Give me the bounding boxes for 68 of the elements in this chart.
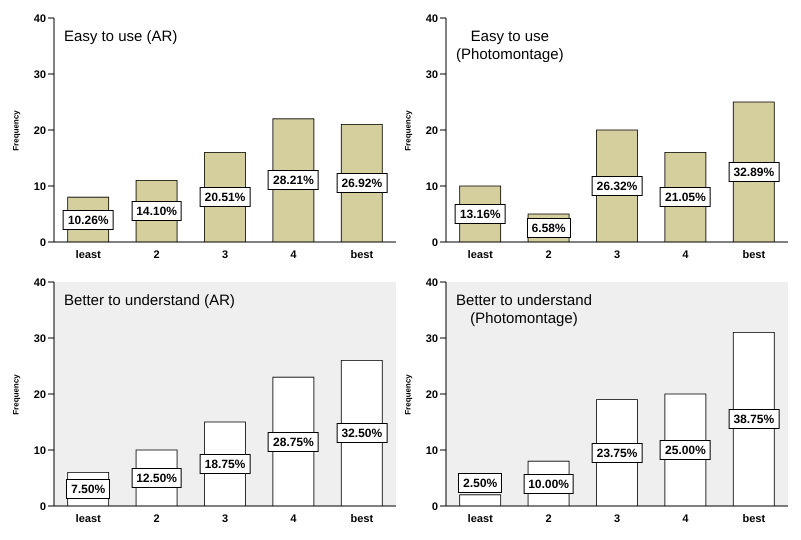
x-tick-label: least bbox=[76, 248, 102, 261]
x-tick-label: best bbox=[350, 248, 374, 261]
annotation: 26.92% bbox=[336, 173, 388, 194]
x-tick-label: 3 bbox=[614, 248, 620, 261]
y-tick-label: 0 bbox=[40, 236, 46, 249]
text: Easy to use (AR) bbox=[64, 28, 178, 46]
x-tick-label: 4 bbox=[290, 248, 298, 261]
x-tick-label: best bbox=[742, 512, 766, 525]
annotation: 18.75% bbox=[200, 454, 250, 474]
annotation: 25.00% bbox=[660, 440, 711, 460]
y-tick-label: 40 bbox=[34, 12, 46, 25]
annotation: 26.32% bbox=[592, 176, 642, 196]
annotation: 23.75% bbox=[592, 442, 642, 463]
y-tick-label: 10 bbox=[426, 444, 438, 457]
x-tick-label: 4 bbox=[682, 512, 690, 525]
x-tick-label: least bbox=[76, 512, 102, 525]
annotation: 6.58% bbox=[526, 218, 571, 238]
annotation: 7.50% bbox=[66, 479, 110, 500]
text: Better to understand (AR) bbox=[64, 292, 235, 310]
annotation: 10.00% bbox=[523, 474, 574, 494]
annotation: 32.50% bbox=[336, 423, 388, 444]
x-tick-label: 2 bbox=[546, 512, 552, 525]
y-tick-label: 10 bbox=[34, 180, 46, 193]
y-tick-label: 10 bbox=[34, 444, 46, 457]
y-tick-label: 30 bbox=[34, 68, 46, 81]
x-tick-label: best bbox=[350, 512, 374, 525]
x-tick-label: least bbox=[468, 248, 494, 261]
annotation: 2.50% bbox=[458, 472, 502, 493]
annotation: 28.75% bbox=[268, 432, 319, 452]
text: Better to understand (Photomontage) bbox=[456, 292, 592, 328]
x-tick-label: least bbox=[468, 512, 494, 525]
annotation: 12.50% bbox=[131, 468, 182, 488]
annotation: 13.16% bbox=[454, 204, 506, 224]
y-tick-label: 20 bbox=[426, 124, 438, 137]
y-tick-label: 40 bbox=[34, 276, 46, 289]
annotation: 10.26% bbox=[62, 210, 114, 230]
annotation: 28.21% bbox=[268, 170, 319, 190]
x-tick-label: 2 bbox=[154, 248, 160, 261]
x-tick-label: 4 bbox=[290, 512, 298, 525]
y-axis-title: Frequency bbox=[12, 110, 20, 150]
annotation: 20.51% bbox=[200, 187, 250, 208]
annotation: 38.75% bbox=[728, 409, 780, 430]
y-tick-label: 40 bbox=[426, 276, 438, 289]
y-tick-label: 30 bbox=[426, 332, 438, 345]
x-tick-label: 3 bbox=[614, 512, 620, 525]
x-tick-label: 2 bbox=[154, 512, 160, 525]
x-tick-label: 2 bbox=[546, 248, 552, 261]
annotation: 14.10% bbox=[131, 201, 182, 222]
y-tick-label: 0 bbox=[432, 500, 438, 513]
y-tick-label: 30 bbox=[426, 68, 438, 81]
y-tick-label: 20 bbox=[34, 124, 46, 137]
annotation: 21.05% bbox=[660, 187, 711, 208]
y-tick-label: 10 bbox=[426, 180, 438, 193]
y-tick-label: 20 bbox=[34, 388, 46, 401]
x-tick-label: 3 bbox=[222, 512, 228, 525]
y-tick-label: 0 bbox=[432, 236, 438, 249]
y-tick-label: 20 bbox=[426, 388, 438, 401]
y-tick-label: 0 bbox=[40, 500, 46, 513]
y-tick-label: 40 bbox=[426, 12, 438, 25]
text: Easy to use (Photomontage) bbox=[456, 28, 564, 64]
x-tick-label: 4 bbox=[682, 248, 690, 261]
annotation: 32.89% bbox=[728, 162, 780, 182]
y-axis-title: Frequency bbox=[404, 374, 412, 414]
x-tick-label: best bbox=[742, 248, 766, 261]
y-axis-title: Frequency bbox=[404, 110, 412, 150]
y-tick-label: 30 bbox=[34, 332, 46, 345]
x-tick-label: 3 bbox=[222, 248, 228, 261]
y-axis-title: Frequency bbox=[12, 374, 20, 414]
